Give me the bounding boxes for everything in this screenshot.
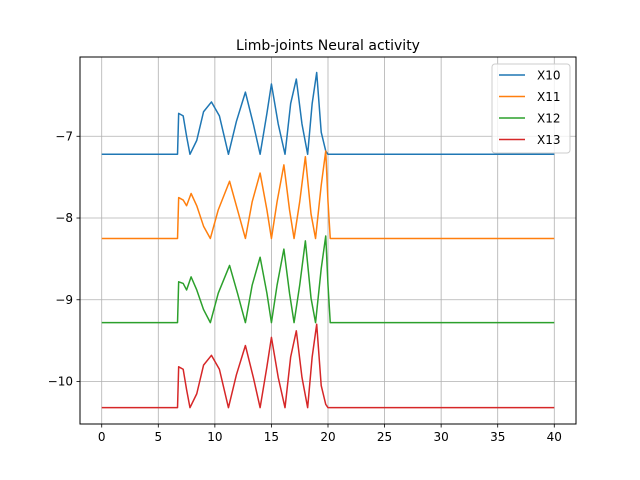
tick-layer: 0 5 10 15 20 25 30 35 40 −10 −9 −8 −7 <box>48 129 562 444</box>
legend-label: X10 <box>537 69 561 83</box>
y-tick-label: −9 <box>55 293 73 307</box>
series-line-x10 <box>101 71 555 156</box>
y-tick-label: −10 <box>48 374 73 388</box>
legend-box <box>491 63 571 154</box>
x-tick-label: 35 <box>490 430 505 444</box>
legend-label: X12 <box>537 112 561 126</box>
series-layer <box>101 71 555 409</box>
x-tick-label: 10 <box>207 430 222 444</box>
series-line-x12 <box>101 235 555 324</box>
x-tick-label: 0 <box>98 430 106 444</box>
y-tick-label: −8 <box>55 211 73 225</box>
legend-label: X11 <box>537 90 561 104</box>
legend: X10 X11 X12 X13 <box>491 63 571 154</box>
x-tick-label: 5 <box>154 430 162 444</box>
legend-label: X13 <box>537 133 561 147</box>
x-tick-label: 15 <box>264 430 279 444</box>
x-tick-label: 40 <box>547 430 562 444</box>
x-tick-label: 25 <box>377 430 392 444</box>
x-tick-label: 20 <box>320 430 335 444</box>
x-tick-label: 30 <box>433 430 448 444</box>
series-line-x11 <box>101 150 555 240</box>
y-tick-label: −7 <box>55 129 73 143</box>
series-line-x13 <box>101 323 555 409</box>
chart-title: Limb-joints Neural activity <box>236 38 420 54</box>
